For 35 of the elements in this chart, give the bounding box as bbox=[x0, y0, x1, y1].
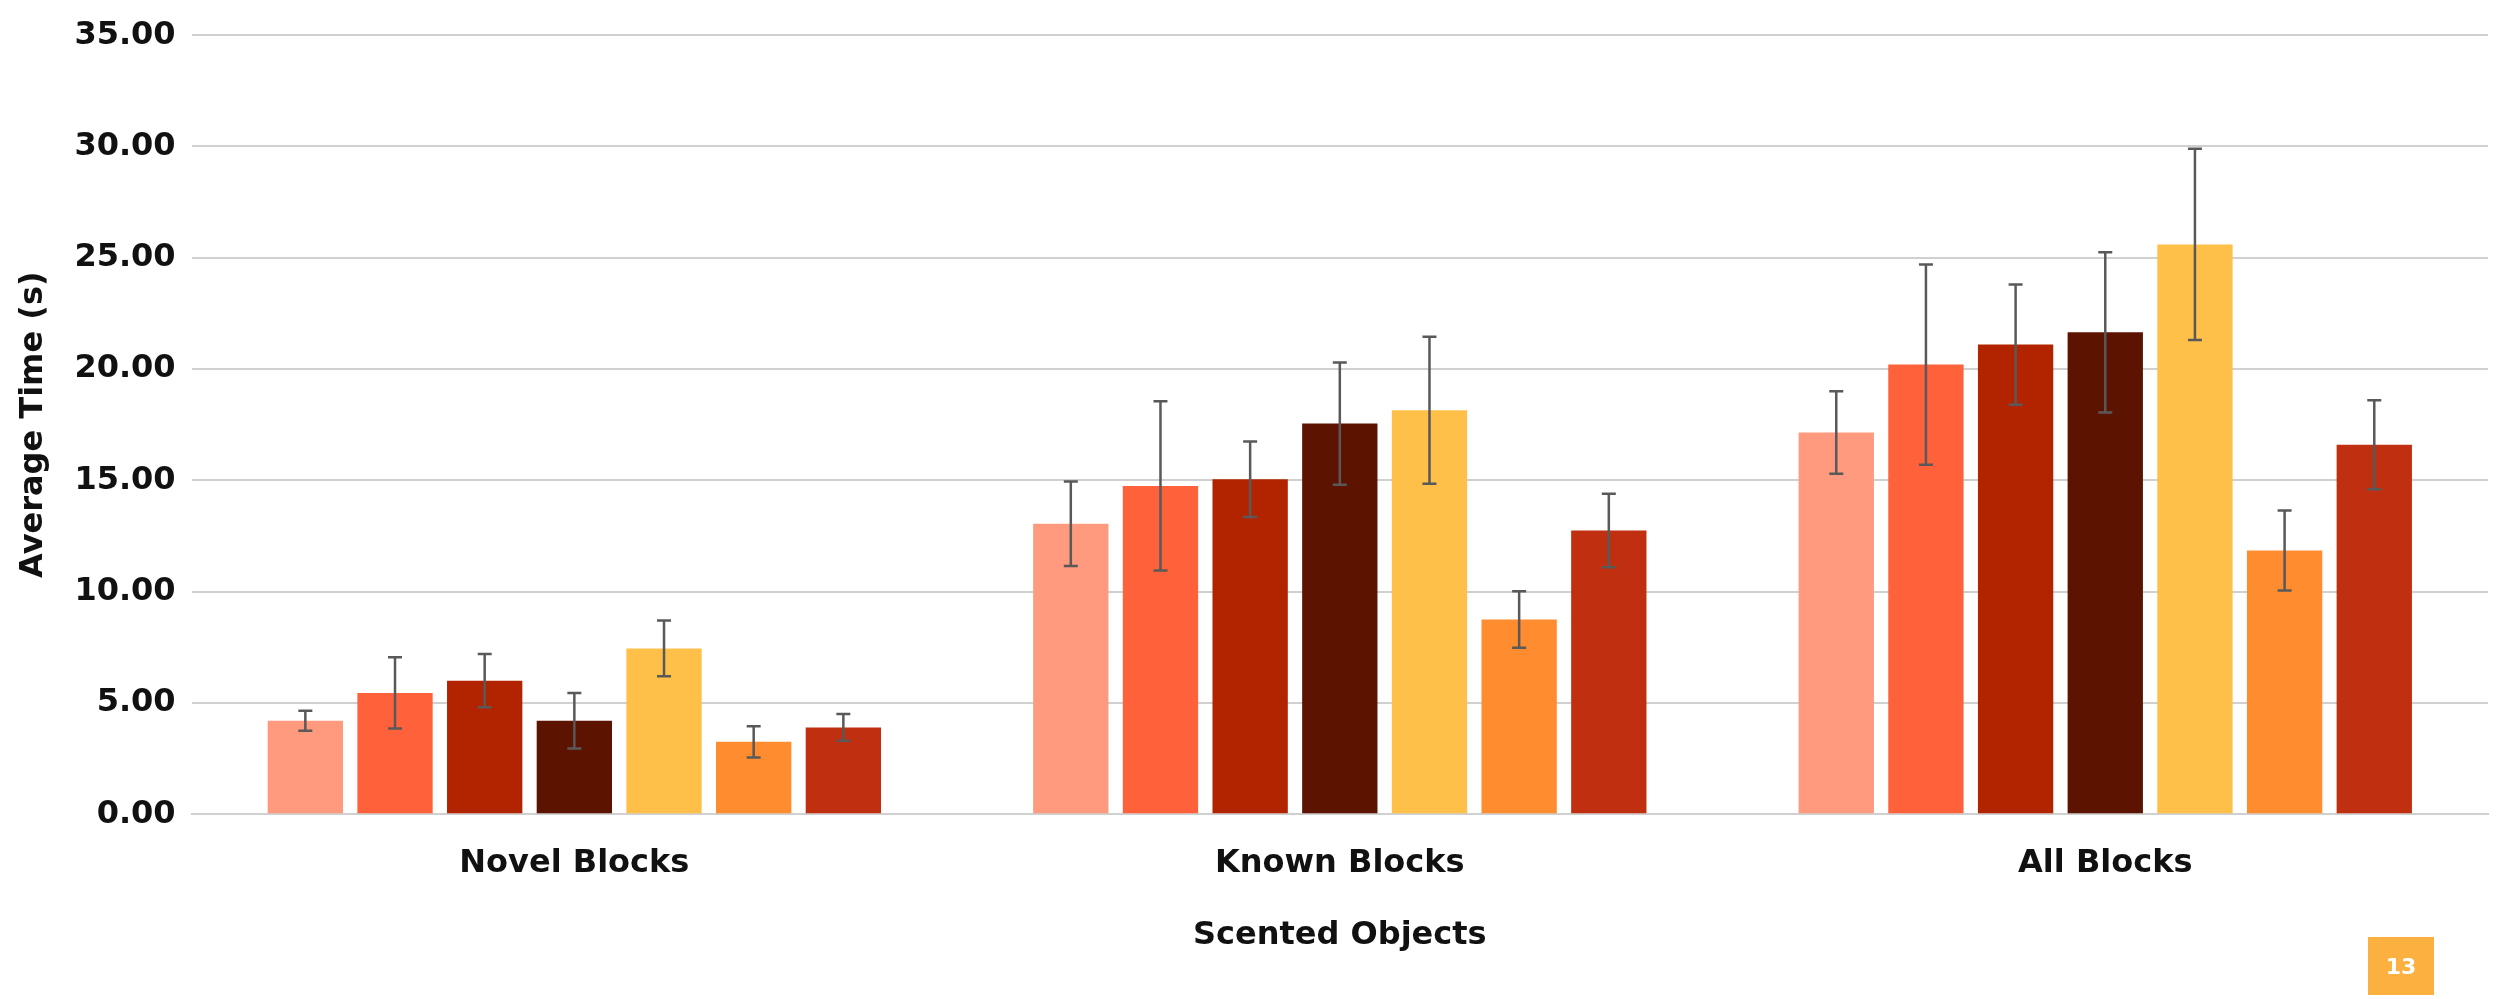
bar bbox=[1033, 523, 1109, 814]
bar bbox=[2246, 550, 2323, 814]
bar bbox=[1302, 423, 1378, 814]
bar bbox=[357, 692, 433, 814]
y-tick-label: 35.00 bbox=[74, 13, 176, 52]
bar bbox=[1212, 479, 1288, 814]
bar bbox=[1977, 344, 2054, 814]
text: 13 bbox=[2368, 937, 2434, 995]
bar bbox=[1888, 364, 1964, 814]
bar bbox=[2336, 444, 2412, 814]
y-tick-label: 10.00 bbox=[74, 569, 176, 608]
y-tick-label: 0.00 bbox=[96, 792, 176, 831]
bar bbox=[626, 648, 702, 814]
bar bbox=[716, 741, 792, 814]
bar bbox=[2157, 244, 2233, 814]
bar bbox=[1798, 432, 1874, 814]
bar bbox=[1481, 619, 1557, 814]
y-tick-label: 25.00 bbox=[74, 236, 176, 275]
bar bbox=[267, 720, 344, 814]
bar bbox=[1122, 485, 1199, 814]
y-tick-label: 30.00 bbox=[74, 124, 176, 163]
y-tick-label: 15.00 bbox=[74, 458, 176, 497]
x-tick-label: All Blocks bbox=[2018, 841, 2193, 880]
y-tick-label: 5.00 bbox=[96, 681, 176, 720]
bar bbox=[805, 727, 882, 814]
bar bbox=[1571, 530, 1647, 814]
x-axis-title: Scented Objects bbox=[1192, 914, 1487, 953]
y-tick-label: 20.00 bbox=[74, 347, 176, 386]
bar bbox=[1391, 410, 1468, 814]
bar bbox=[2067, 332, 2143, 814]
bar bbox=[447, 680, 523, 814]
bar bbox=[536, 720, 613, 814]
x-tick-label: Known Blocks bbox=[1214, 841, 1465, 880]
y-axis-title: Average Time (s) bbox=[11, 271, 50, 578]
x-tick-label: Novel Blocks bbox=[459, 841, 690, 880]
